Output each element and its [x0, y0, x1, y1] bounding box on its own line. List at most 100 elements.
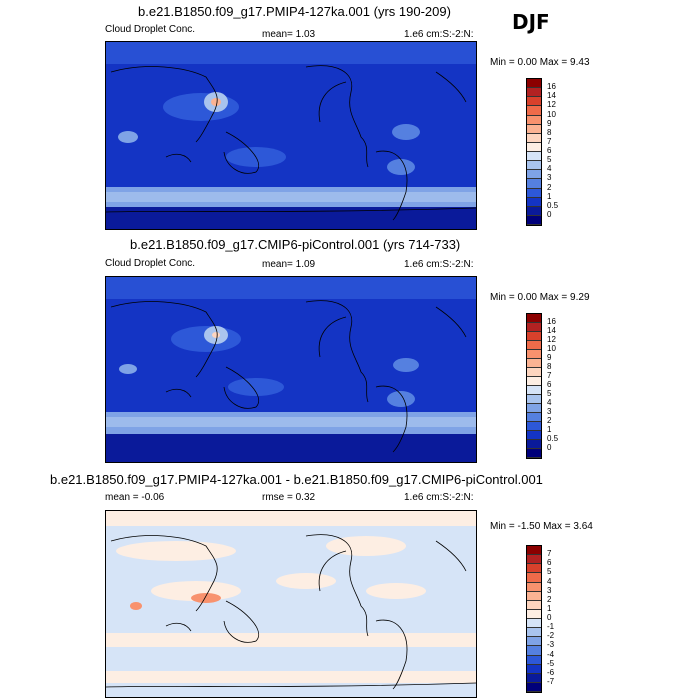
colorbar-tick-label: 4: [547, 164, 552, 174]
colorbar-swatch: [527, 188, 541, 198]
colorbar-swatch: [527, 79, 541, 89]
colorbar-tick-label: 5: [547, 155, 552, 165]
colorbar-swatch: [527, 404, 541, 413]
panel1-units: 1.e6 cm:S:-2:N:: [404, 29, 474, 40]
colorbar-swatch: [527, 88, 541, 98]
panel2-units: 1.e6 cm:S:-2:N:: [404, 259, 474, 270]
panel1-coastlines: [106, 65, 476, 221]
panel2-coastlines: [110, 300, 467, 453]
colorbar-tick-label: 9: [547, 353, 552, 362]
colorbar-swatch: [527, 332, 541, 341]
colorbar-swatch: [527, 124, 541, 134]
colorbar-tick-label: 6: [547, 558, 552, 568]
colorbar-swatch: [527, 215, 541, 225]
colorbar-tick-label: 0: [547, 613, 552, 622]
colorbar-tick-label: 4: [547, 576, 552, 586]
colorbar-swatch: [527, 386, 541, 395]
panel2-field-label: Cloud Droplet Conc.: [105, 258, 196, 269]
colorbar-tick-label: 3: [547, 173, 552, 183]
colorbar-tick-label: -2: [547, 631, 555, 641]
colorbar-tick-label: 0: [547, 443, 552, 452]
panel1-field-label: Cloud Droplet Conc.: [105, 24, 196, 35]
panel2-map: [105, 276, 477, 463]
colorbar-swatch: [527, 673, 541, 683]
panel3-rmse: rmse = 0.32: [262, 492, 316, 503]
colorbar-swatch: [527, 664, 541, 674]
colorbar-swatch: [527, 682, 541, 692]
colorbar-tick-label: 1: [547, 425, 552, 434]
colorbar-swatch: [527, 413, 541, 422]
colorbar-swatch: [527, 431, 541, 440]
colorbar-swatch: [527, 133, 541, 143]
colorbar-swatch: [527, 350, 541, 359]
colorbar-swatch: [527, 609, 541, 619]
panel3-map: [105, 510, 477, 698]
colorbar-swatch: [527, 619, 541, 629]
colorbar-swatch: [527, 449, 541, 458]
colorbar-tick-label: 5: [547, 567, 552, 577]
colorbar-tick-label: 2: [547, 182, 552, 192]
panel3-colorbar: [526, 545, 542, 693]
colorbar-swatch: [527, 377, 541, 386]
panel1-map: [105, 41, 477, 230]
colorbar-tick-label: 7: [547, 371, 552, 380]
colorbar-swatch: [527, 422, 541, 431]
colorbar-tick-label: 12: [547, 335, 556, 344]
colorbar-tick-label: 14: [547, 91, 556, 101]
panel3-coastlines: [106, 534, 476, 690]
colorbar-swatch: [527, 582, 541, 592]
colorbar-swatch: [527, 546, 541, 556]
colorbar-tick-label: -6: [547, 667, 555, 677]
colorbar-tick-label: 16: [547, 317, 556, 326]
panel3-title: b.e21.B1850.f09_g17.PMIP4-127ka.001 - b.…: [50, 472, 543, 487]
colorbar-tick-label: 2: [547, 416, 552, 425]
colorbar-swatch: [527, 314, 541, 323]
colorbar-swatch: [527, 591, 541, 601]
panel1-colorbar: [526, 78, 542, 226]
panel3-units: 1.e6 cm:S:-2:N:: [404, 492, 474, 503]
colorbar-swatch: [527, 573, 541, 583]
colorbar-tick-label: 12: [547, 100, 556, 110]
colorbar-tick-label: 1: [547, 191, 552, 201]
colorbar-swatch: [527, 395, 541, 404]
colorbar-swatch: [527, 179, 541, 189]
colorbar-swatch: [527, 646, 541, 656]
colorbar-swatch: [527, 440, 541, 449]
colorbar-tick-label: -3: [547, 640, 555, 650]
season-label: DJF: [512, 10, 550, 34]
colorbar-swatch: [527, 368, 541, 377]
colorbar-swatch: [527, 97, 541, 107]
panel2-colorbar: [526, 313, 542, 459]
colorbar-tick-label: 0: [547, 209, 552, 219]
colorbar-tick-label: 5: [547, 389, 552, 398]
panel1-minmax: Min = 0.00 Max = 9.43: [490, 57, 590, 68]
colorbar-tick-label: -1: [547, 622, 555, 632]
panel2-minmax: Min = 0.00 Max = 9.29: [490, 292, 590, 303]
panel3-minmax: Min = -1.50 Max = 3.64: [490, 521, 593, 532]
panel3-map-field: [106, 511, 476, 697]
colorbar-swatch: [527, 206, 541, 216]
panel1-title: b.e21.B1850.f09_g17.PMIP4-127ka.001 (yrs…: [138, 4, 451, 19]
colorbar-swatch: [527, 106, 541, 116]
panel2-mean: mean= 1.09: [262, 259, 316, 270]
colorbar-swatch: [527, 161, 541, 171]
colorbar-tick-label: 7: [547, 136, 552, 146]
colorbar-swatch: [527, 555, 541, 565]
colorbar-swatch: [527, 197, 541, 207]
colorbar-swatch: [527, 564, 541, 574]
colorbar-tick-label: 6: [547, 380, 552, 389]
colorbar-tick-label: 6: [547, 146, 552, 155]
colorbar-tick-label: 8: [547, 362, 552, 371]
colorbar-tick-label: 4: [547, 398, 552, 407]
panel2-map-field: [106, 277, 476, 462]
colorbar-tick-label: 1: [547, 603, 552, 613]
colorbar-tick-label: -4: [547, 649, 555, 659]
colorbar-tick-label: 9: [547, 118, 552, 128]
panel1-mean: mean= 1.03: [262, 29, 316, 40]
colorbar-swatch: [527, 600, 541, 610]
colorbar-tick-label: 0.5: [547, 200, 559, 210]
colorbar-swatch: [527, 170, 541, 180]
colorbar-tick-label: -7: [547, 676, 555, 686]
colorbar-tick-label: 3: [547, 407, 552, 416]
panel3-mean: mean = -0.06: [105, 492, 165, 503]
